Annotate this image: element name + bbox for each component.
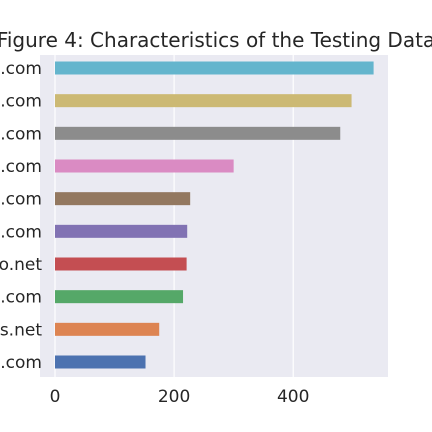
- category-label: .com: [0, 288, 42, 308]
- bar: [55, 126, 341, 140]
- x-tick-label: 0: [50, 387, 61, 407]
- category-labels: .com s.net .com o.net .com .com .com .com .com .c…: [0, 59, 42, 373]
- bar: [55, 159, 234, 173]
- chart-title: Figure 4: Characteristics of the Testing…: [0, 28, 432, 52]
- category-label: .com: [0, 59, 42, 79]
- category-label: .com: [0, 353, 42, 373]
- bar: [55, 61, 374, 75]
- category-label: o.net: [0, 255, 42, 275]
- bars: [55, 61, 374, 369]
- category-label: s.net: [0, 320, 42, 340]
- x-tick-label: 400: [277, 387, 309, 407]
- bar: [55, 257, 187, 271]
- bar: [55, 224, 188, 238]
- category-label: .com: [0, 190, 42, 210]
- category-label: .com: [0, 157, 42, 177]
- category-label: .com: [0, 92, 42, 112]
- category-label: .com: [0, 222, 42, 242]
- bar: [55, 322, 160, 336]
- bar: [55, 355, 146, 369]
- x-tick-label: 200: [158, 387, 190, 407]
- x-tick-labels: 0 200 400: [50, 387, 310, 407]
- bar: [55, 192, 191, 206]
- bar: [55, 94, 352, 108]
- bar: [55, 290, 184, 304]
- category-label: .com: [0, 124, 42, 144]
